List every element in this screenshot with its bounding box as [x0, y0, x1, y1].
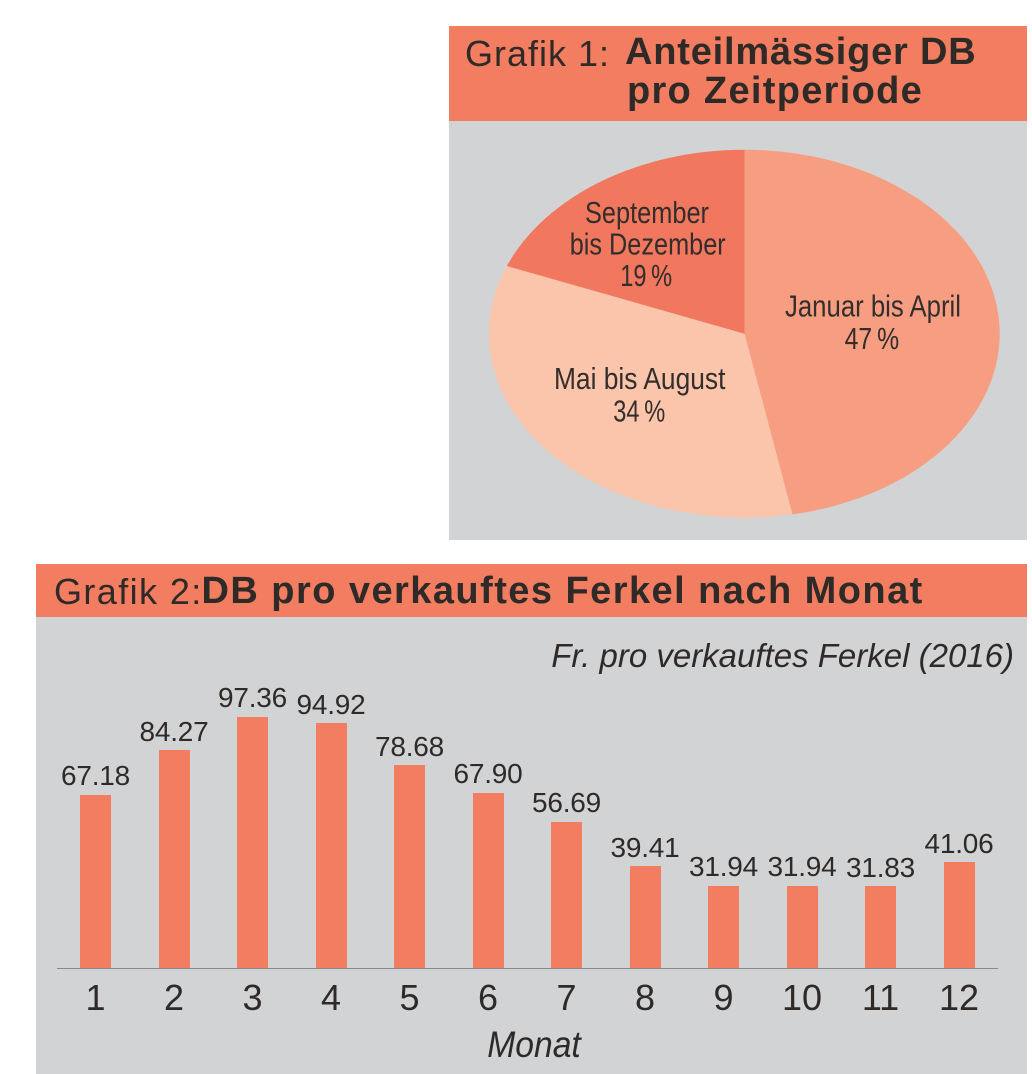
- svg-text:bis Dezember: bis Dezember: [570, 226, 726, 261]
- svg-text:Januar bis April: Januar bis April: [785, 288, 961, 323]
- svg-text:47 %: 47 %: [845, 321, 900, 356]
- svg-text:September: September: [585, 195, 709, 230]
- svg-text:34 %: 34 %: [613, 394, 665, 429]
- svg-text:19 %: 19 %: [620, 258, 672, 293]
- svg-text:Mai bis August: Mai bis August: [554, 361, 726, 396]
